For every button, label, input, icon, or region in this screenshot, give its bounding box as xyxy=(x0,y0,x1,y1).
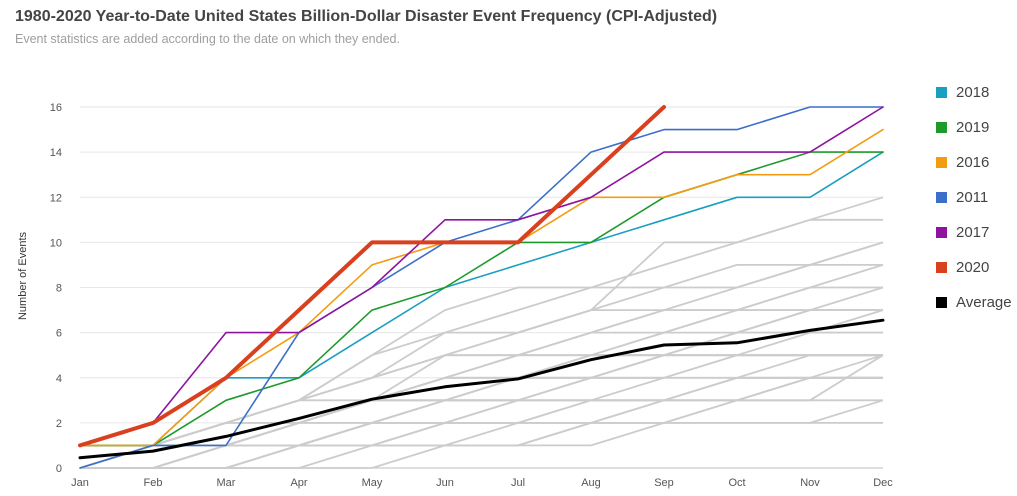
gridlines xyxy=(80,106,883,469)
legend-label: 2019 xyxy=(956,119,990,136)
x-tick-label: Mar xyxy=(217,477,236,489)
series-line-2017 xyxy=(79,106,884,447)
legend-label: 2020 xyxy=(956,259,990,276)
y-tick-label: 0 xyxy=(56,463,62,475)
legend-label: Average xyxy=(956,294,1012,311)
chart-title: 1980-2020 Year-to-Date United States Bil… xyxy=(15,8,718,25)
legend-swatch xyxy=(936,157,947,168)
x-tick-label: Aug xyxy=(581,477,601,489)
background-series-line xyxy=(80,399,884,469)
legend-label: 2016 xyxy=(956,154,990,171)
legend-label: 2017 xyxy=(956,224,990,241)
x-tick-label: Nov xyxy=(800,477,820,489)
x-tick-label: Jan xyxy=(71,477,89,489)
legend-swatch xyxy=(936,297,947,308)
legend-swatch xyxy=(936,262,947,273)
y-axis-ticks: 0 2 4 6 8 10 12 14 16 xyxy=(50,102,62,475)
x-tick-label: Apr xyxy=(290,477,307,489)
series-line-average xyxy=(78,318,885,460)
background-series-line xyxy=(79,309,883,469)
y-tick-label: 2 xyxy=(56,418,62,430)
series-line-2020 xyxy=(78,105,666,448)
y-tick-label: 6 xyxy=(56,328,62,340)
y-tick-label: 12 xyxy=(50,192,62,204)
chart-subtitle: Event statistics are added according to … xyxy=(15,32,400,46)
legend-label: 2011 xyxy=(956,189,989,206)
x-axis-ticks: Jan Feb Mar Apr May Jun Jul Aug Sep Oct Nov Dec xyxy=(71,477,893,489)
series-line-2019 xyxy=(79,151,884,447)
background-series-line xyxy=(79,309,883,469)
y-tick-label: 14 xyxy=(50,147,62,159)
legend-swatch xyxy=(936,122,947,133)
y-axis-title: Number of Events xyxy=(17,231,29,320)
y-tick-label: 10 xyxy=(50,237,62,249)
legend-label: 2018 xyxy=(956,84,990,101)
x-tick-label: Oct xyxy=(728,477,745,489)
y-tick-label: 8 xyxy=(56,283,62,295)
legend-swatch xyxy=(936,227,947,238)
series-line-2011 xyxy=(79,106,884,469)
x-tick-label: Feb xyxy=(144,477,163,489)
y-tick-label: 4 xyxy=(56,373,62,385)
x-tick-label: Dec xyxy=(873,477,893,489)
x-tick-label: Sep xyxy=(654,477,674,489)
legend-swatch xyxy=(936,192,947,203)
x-tick-label: May xyxy=(362,477,383,489)
background-series-line xyxy=(80,376,883,447)
x-tick-label: Jun xyxy=(436,477,454,489)
y-tick-label: 16 xyxy=(50,102,62,114)
legend-swatch xyxy=(936,87,947,98)
highlighted-series-lines xyxy=(78,105,885,469)
x-tick-label: Jul xyxy=(511,477,525,489)
